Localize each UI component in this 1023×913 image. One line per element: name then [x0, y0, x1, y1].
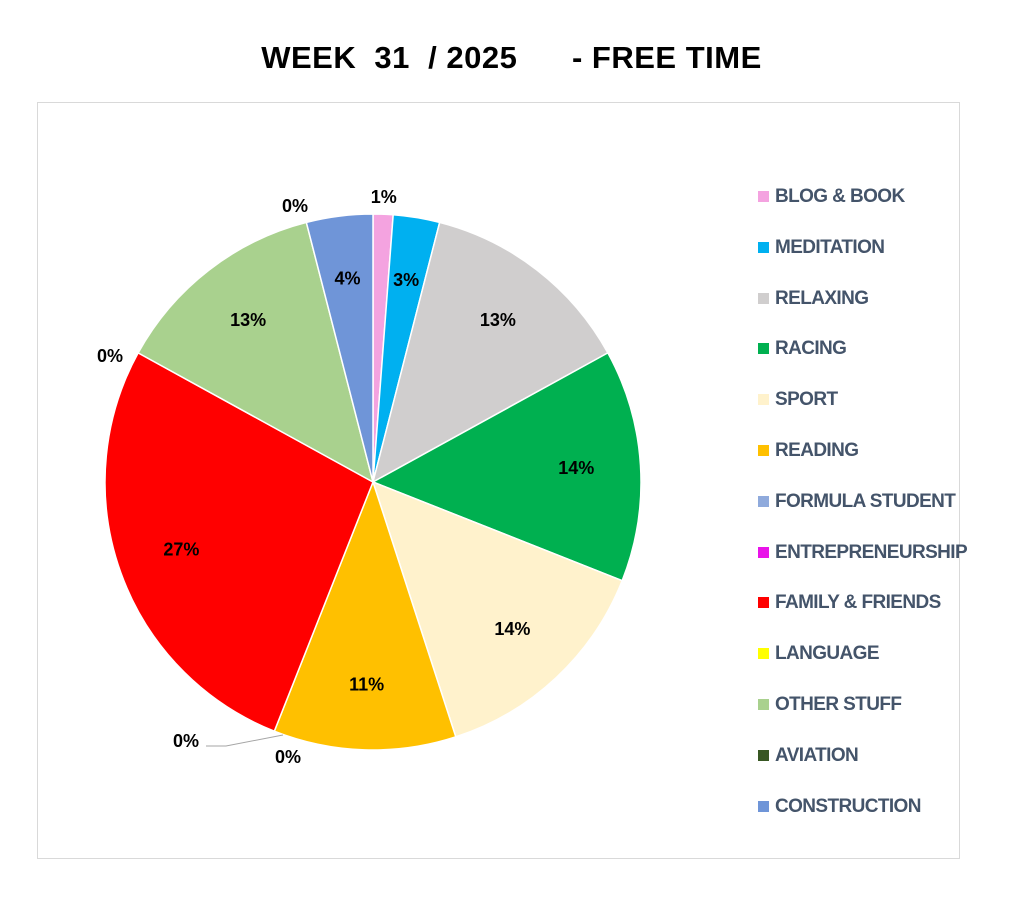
- legend-item-sport: SPORT: [755, 387, 970, 413]
- slice-other-stuff: [137, 221, 375, 484]
- legend-swatch: [758, 546, 769, 558]
- data-label-formula-student: 0%: [173, 731, 199, 751]
- data-label-racing: 14%: [558, 458, 594, 478]
- data-labels: 1% 3% 13% 14% 14% 11% 0% 0% 27% 0% 13% 0% 4%: [97, 187, 594, 767]
- data-label-family-and-friends: 27%: [163, 540, 199, 560]
- data-label-construction: 4%: [334, 269, 360, 289]
- pie-slices: [104, 213, 642, 751]
- chart-area: [37, 102, 960, 859]
- data-label-other-stuff: 13%: [230, 310, 266, 330]
- legend-item-construction: CONSTRUCTION: [755, 794, 970, 820]
- legend-label: SPORT: [775, 389, 838, 411]
- legend-label: RACING: [775, 338, 847, 360]
- legend-swatch: [758, 191, 769, 202]
- legend-item-formula-student: FORMULA STUDENT: [755, 489, 970, 515]
- legend-item-aviation: AVIATION: [755, 743, 970, 769]
- slice-construction: [305, 213, 374, 483]
- legend-swatch: [758, 394, 769, 406]
- legend-label: CONSTRUCTION: [775, 795, 921, 817]
- legend-item-entrepreneurship: ENTREPRENEURSHIP: [755, 540, 970, 566]
- legend-swatch: [758, 800, 769, 812]
- legend-label: ENTREPRENEURSHIP: [775, 541, 968, 563]
- legend-item-language: LANGUAGE: [755, 641, 970, 667]
- legend-label: AVIATION: [775, 744, 859, 766]
- data-label-meditation: 3%: [393, 270, 419, 290]
- legend-item-other-stuff: OTHER STUFF: [755, 692, 970, 718]
- legend-label: FORMULA STUDENT: [775, 490, 956, 512]
- slice-family-and-friends: [104, 351, 374, 733]
- legend-swatch: [758, 699, 769, 710]
- legend-item-family-and-friends: FAMILY & FRIENDS: [755, 590, 970, 616]
- data-label-blog-and-book: 1%: [371, 187, 397, 207]
- legend-swatch: [758, 343, 769, 355]
- legend-swatch: [758, 749, 769, 761]
- legend-label: MEDITATION: [775, 236, 885, 258]
- legend-swatch: [758, 445, 769, 456]
- slice-reading: [273, 479, 457, 751]
- legend-label: READING: [775, 440, 859, 461]
- data-label-reading: 11%: [349, 674, 384, 694]
- legend-swatch: [758, 292, 769, 304]
- legend-item-reading: READING: [755, 438, 970, 464]
- legend-label: FAMILY & FRIENDS: [775, 592, 941, 614]
- legend-swatch: [758, 597, 769, 609]
- legend-item-racing: RACING: [755, 336, 970, 362]
- legend-item-relaxing: RELAXING: [755, 286, 970, 312]
- legend-swatch: [758, 495, 769, 507]
- legend-swatch: [758, 648, 769, 660]
- data-label-aviation: 0%: [282, 196, 308, 216]
- data-label-language: 0%: [97, 346, 123, 366]
- legend-label: RELAXING: [775, 287, 869, 309]
- leader-line-formula-student: [206, 734, 284, 747]
- legend-item-blog-and-book: BLOG & BOOK: [755, 184, 970, 210]
- legend-label: BLOG & BOOK: [775, 186, 905, 207]
- legend-label: OTHER STUFF: [775, 694, 902, 715]
- data-label-entrepreneurship: 0%: [275, 747, 301, 767]
- data-label-relaxing: 13%: [480, 310, 516, 330]
- slice-racing: [371, 351, 642, 582]
- legend-item-meditation: MEDITATION: [755, 235, 970, 261]
- chart-title: WEEK 31 / 2025 - FREE TIME: [261, 40, 762, 75]
- leader-lines: [206, 734, 284, 747]
- legend-swatch: [758, 241, 769, 253]
- data-label-sport: 14%: [494, 619, 530, 639]
- slice-relaxing: [371, 221, 609, 484]
- legend-label: LANGUAGE: [775, 643, 880, 665]
